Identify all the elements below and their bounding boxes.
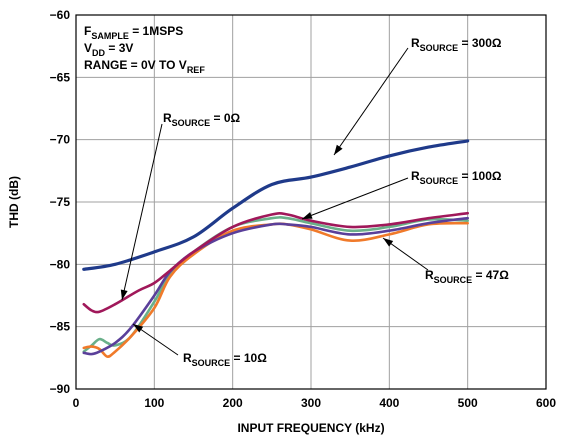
series-label-rsource-300ohm: RSOURCE = 300Ω (411, 36, 502, 53)
series-label-rsource-47ohm: RSOURCE = 47Ω (425, 268, 509, 285)
y-tick-label: −60 (50, 8, 71, 22)
y-tick-label: −65 (50, 70, 71, 84)
grid (76, 15, 546, 389)
series-line-rsource-100ohm (82, 216, 469, 353)
x-tick-label: 100 (144, 396, 164, 410)
y-axis-title: THD (dB) (7, 176, 21, 228)
y-tick-label: −85 (50, 320, 71, 334)
series-line-rsource-300ohm (82, 139, 470, 271)
label-arrow-line (301, 177, 409, 220)
series-label-rsource-10ohm: RSOURCE = 10Ω (183, 351, 267, 368)
y-tick-label: −80 (50, 257, 71, 271)
y-tick-label: −70 (50, 133, 71, 147)
x-tick-label: 200 (223, 396, 243, 410)
series-label-rsource-100ohm: RSOURCE = 100Ω (411, 169, 502, 186)
y-tick-label: −75 (50, 195, 71, 209)
series-line-rsource-10ohm (82, 216, 469, 356)
y-tick-label: −90 (50, 382, 71, 396)
series-line-rsource-0ohm (82, 211, 469, 314)
condition-line: VDD = 3V (84, 41, 133, 58)
label-arrow-head (383, 238, 394, 247)
x-axis-title: INPUT FREQUENCY (kHz) (237, 421, 384, 435)
condition-line: RANGE = 0V TO VREF (84, 58, 205, 75)
x-tick-labels: 0 100 200 300 400 500 600 (73, 396, 557, 410)
series-lines (82, 139, 470, 358)
y-tick-labels: −60 −65 −70 −75 −80 −85 −90 (50, 8, 71, 396)
label-arrow-head (334, 144, 343, 155)
x-tick-label: 0 (73, 396, 80, 410)
label-arrow-head (133, 324, 144, 333)
x-tick-label: 400 (379, 396, 399, 410)
label-arrow-head (120, 289, 128, 300)
x-tick-label: 500 (458, 396, 478, 410)
plot-frame (75, 14, 547, 390)
series-line-rsource-47ohm (82, 221, 469, 358)
label-arrow-line (333, 47, 409, 156)
label-arrow-line (121, 123, 163, 301)
x-tick-label: 300 (301, 396, 321, 410)
condition-line: FSAMPLE = 1MSPS (84, 24, 183, 41)
label-arrow-head (302, 212, 313, 219)
series-labels: RSOURCE = 300Ω RSOURCE = 100Ω RSOURCE = 47… (120, 36, 509, 368)
series-label-rsource-0ohm: RSOURCE = 0Ω (163, 111, 241, 128)
x-tick-label: 600 (536, 396, 556, 410)
